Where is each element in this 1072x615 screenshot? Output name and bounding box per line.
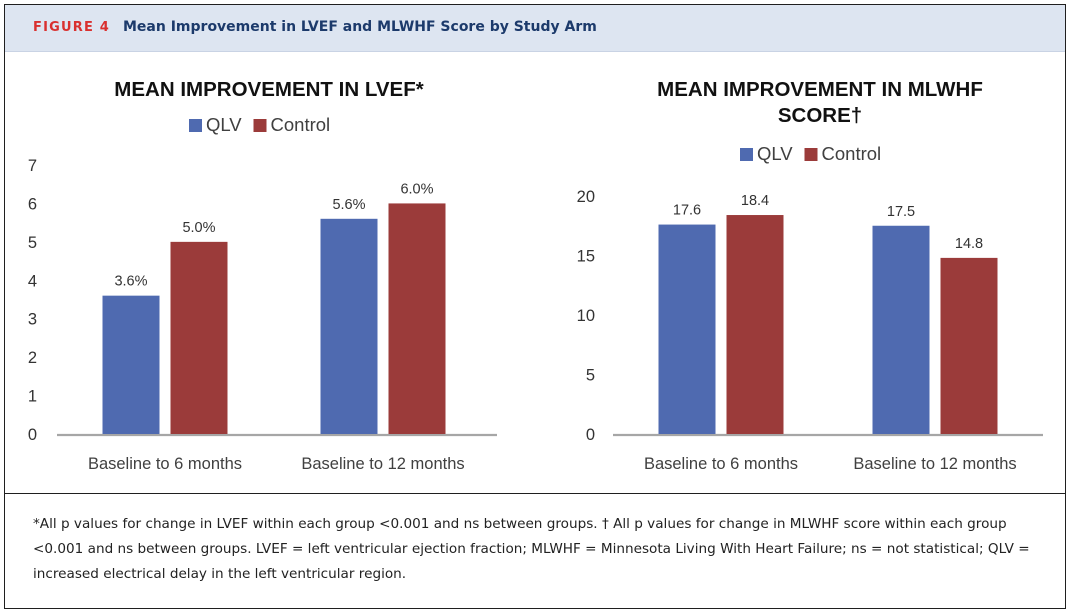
lvef-ytick-label: 2: [28, 349, 37, 367]
lvef-legend-swatch-control: [253, 119, 267, 132]
lvef-bar-control-2: [388, 203, 446, 434]
lvef-ytick-label: 0: [28, 426, 37, 444]
mlwhf-ytick-label: 15: [577, 248, 595, 266]
mlwhf-bar-qlv-1: [658, 224, 716, 434]
mlwhf-legend-swatch-control: [804, 148, 818, 161]
charts-canvas: MEAN IMPROVEMENT IN LVEF* QLV Control 0 1 2 3 4…: [28, 78, 1043, 473]
caption-area: *All p values for change in LVEF within …: [5, 493, 1065, 609]
lvef-ytick-label: 6: [28, 195, 37, 213]
mlwhf-ytick-label: 0: [586, 426, 595, 444]
figure-frame: FIGURE 4 Mean Improvement in LVEF and ML…: [4, 4, 1066, 609]
figure-header: FIGURE 4 Mean Improvement in LVEF and ML…: [5, 5, 1065, 52]
mlwhf-bar-qlv-2: [872, 225, 930, 434]
mlwhf-legend-label-qlv: QLV: [757, 143, 793, 164]
mlwhf-category-label-2: Baseline to 12 months: [853, 455, 1016, 473]
mlwhf-category-label-1: Baseline to 6 months: [644, 455, 798, 473]
lvef-ytick-label: 5: [28, 234, 37, 252]
mlwhf-ytick-label: 10: [577, 307, 595, 325]
lvef-bar-qlv-1: [102, 295, 160, 434]
mlwhf-chart-title-line2: SCORE†: [778, 104, 862, 127]
figure-title: Mean Improvement in LVEF and MLWHF Score…: [123, 19, 597, 35]
mlwhf-value-label-qlv-1: 17.6: [673, 203, 701, 219]
figure-caption: *All p values for change in LVEF within …: [33, 516, 1030, 582]
lvef-ytick-label: 1: [28, 388, 37, 406]
mlwhf-value-label-control-2: 14.8: [955, 236, 983, 252]
lvef-value-label-control-2: 6.0%: [400, 181, 433, 197]
lvef-value-label-qlv-2: 5.6%: [332, 197, 365, 213]
lvef-bar-qlv-2: [320, 218, 378, 434]
mlwhf-legend-swatch-qlv: [740, 148, 753, 161]
lvef-bar-control-1: [170, 241, 228, 434]
mlwhf-ytick-label: 20: [577, 188, 595, 206]
lvef-value-label-qlv-1: 3.6%: [114, 274, 147, 290]
figure-label: FIGURE 4: [33, 20, 111, 35]
mlwhf-value-label-control-1: 18.4: [741, 193, 769, 209]
mlwhf-value-label-qlv-2: 17.5: [887, 204, 915, 220]
lvef-legend-label-qlv: QLV: [206, 114, 242, 135]
lvef-legend-swatch-qlv: [189, 119, 202, 132]
mlwhf-bar-control-2: [940, 257, 998, 434]
mlwhf-ytick-label: 5: [586, 367, 595, 385]
mlwhf-bar-control-1: [726, 215, 784, 434]
lvef-legend-label-control: Control: [271, 114, 331, 135]
lvef-category-label-2: Baseline to 12 months: [301, 455, 464, 473]
lvef-category-label-1: Baseline to 6 months: [88, 455, 242, 473]
mlwhf-chart-title-line1: MEAN IMPROVEMENT IN MLWHF: [657, 78, 983, 101]
lvef-chart-title: MEAN IMPROVEMENT IN LVEF*: [114, 78, 423, 101]
lvef-ytick-label: 3: [28, 311, 37, 329]
lvef-value-label-control-1: 5.0%: [182, 220, 215, 236]
lvef-ytick-label: 4: [28, 272, 37, 290]
lvef-ytick-label: 7: [28, 157, 37, 175]
mlwhf-legend-label-control: Control: [822, 143, 882, 164]
